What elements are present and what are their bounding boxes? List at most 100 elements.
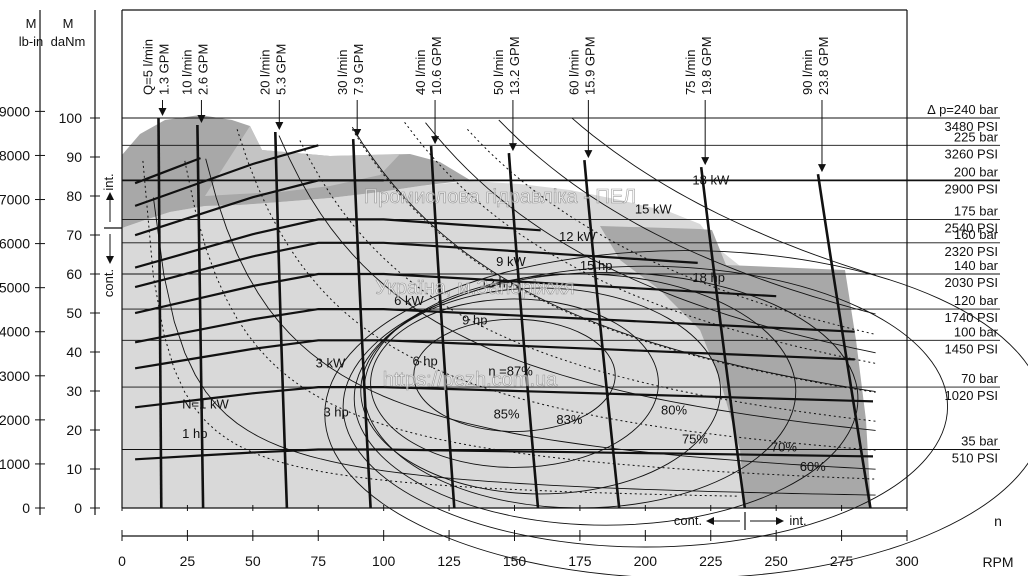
power-label: 15 hp — [580, 258, 613, 273]
zone-cont-label: cont. — [101, 269, 116, 297]
pressure-psi-label: 3260 PSI — [945, 146, 999, 161]
y-daNm-tick-label: 90 — [66, 149, 82, 165]
watermark-line-3: https://pezh.com.ua — [383, 369, 558, 391]
flow-gpm-label: 1.3 GPM — [157, 44, 172, 95]
torque-curve — [134, 339, 855, 370]
flow-curve — [351, 139, 372, 509]
power-label: 3 hp — [323, 404, 348, 419]
zone-cont-x-arrowhead — [706, 517, 714, 525]
pressure-psi-label: 1740 PSI — [945, 310, 999, 325]
torque-curve — [134, 157, 201, 185]
axis-title-lbin-m: M — [26, 16, 37, 31]
flow-lmin-label: 90 l/min — [800, 49, 815, 95]
zone-int-arrowhead — [106, 192, 114, 200]
flow-curve — [274, 131, 289, 509]
axis-title-daNm-m: M — [63, 16, 74, 31]
zone-cont-arrowhead — [106, 256, 114, 264]
flow-arrowhead — [158, 108, 167, 116]
axis-ticks: 0 25 50 75 100 125 150 175 200 225 250 275 300010203… — [0, 103, 919, 569]
flow-curve — [507, 153, 540, 509]
flow-curves — [157, 100, 872, 509]
power-label: 6 kW — [394, 293, 424, 308]
power-curve-kw — [425, 122, 876, 354]
y-lbin-tick-label: 9000 — [0, 103, 30, 119]
flow-gpm-label: 15.9 GPM — [582, 36, 597, 95]
flow-arrowhead — [197, 115, 206, 124]
flow-arrowhead — [431, 136, 440, 145]
efficiency-label: 85% — [494, 406, 520, 421]
power-curve-kw — [498, 119, 876, 315]
x-tick-label: 275 — [830, 553, 854, 569]
y-daNm-tick-label: 20 — [66, 422, 82, 438]
y-daNm-tick-label: 10 — [66, 461, 82, 477]
flow-gpm-label: 10.6 GPM — [429, 36, 444, 95]
power-curves — [142, 117, 876, 497]
zone-int-x-label: int. — [789, 513, 806, 528]
axis-title-daNm-unit: daNm — [51, 34, 86, 49]
pressure-bar-label: 70 bar — [961, 371, 999, 386]
power-label: 3 kW — [316, 356, 346, 371]
efficiency-label: 60% — [800, 459, 826, 474]
flow-lmin-label: 40 l/min — [413, 49, 428, 95]
y-lbin-tick-label: 7000 — [0, 192, 30, 208]
flow-lmin-label: 30 l/min — [335, 49, 350, 95]
axis-title-lbin-unit: lb-in — [19, 34, 44, 49]
power-label: 6 hp — [412, 354, 437, 369]
zone-markers: int. cont. cont. int. — [101, 173, 807, 530]
zone-cont-x-label: cont. — [674, 513, 702, 528]
axis-title-n: n — [994, 513, 1002, 529]
pressure-psi-label: 1020 PSI — [945, 388, 999, 403]
x-tick-label: 300 — [895, 553, 919, 569]
pressure-psi-label: 1450 PSI — [945, 341, 999, 356]
flow-curve — [196, 124, 205, 509]
x-tick-label: 150 — [503, 553, 527, 569]
flow-curve — [583, 159, 621, 509]
efficiency-contour — [413, 318, 616, 433]
pressure-bar-label: 140 bar — [954, 258, 999, 273]
efficiency-label: 75% — [682, 432, 708, 447]
flow-lmin-label: 20 l/min — [257, 49, 272, 95]
flow-lmin-label: 75 l/min — [683, 49, 698, 95]
y-lbin-tick-label: 1000 — [0, 456, 30, 472]
flow-arrowhead — [584, 150, 593, 159]
y-daNm-tick-label: 30 — [66, 383, 82, 399]
flow-curve — [699, 166, 747, 509]
y-daNm-tick-label: 60 — [66, 266, 82, 282]
flow-gpm-label: 13.2 GPM — [507, 36, 522, 95]
power-curve-hp — [299, 140, 876, 422]
power-curve-kw — [152, 197, 876, 496]
y-lbin-tick-label: 2000 — [0, 412, 30, 428]
pressure-bar-label: 200 bar — [954, 164, 999, 179]
flow-arrowhead — [817, 164, 826, 173]
power-label: 18 hp — [692, 270, 725, 285]
power-label: 1 hp — [182, 426, 207, 441]
power-label: 9 kW — [496, 254, 526, 269]
flow-curve — [157, 117, 163, 509]
efficiency-label: η =87% — [488, 363, 533, 378]
x-tick-label: 225 — [699, 553, 723, 569]
y-lbin-tick-label: 6000 — [0, 236, 30, 252]
y-daNm-tick-label: 40 — [66, 344, 82, 360]
efficiency-label: 70% — [771, 439, 797, 454]
axis-title-rpm: RPM — [982, 554, 1013, 570]
power-curve-kw — [278, 135, 876, 431]
y-lbin-tick-label: 8000 — [0, 147, 30, 163]
flow-lmin-label: 60 l/min — [566, 49, 581, 95]
torque-curve — [135, 448, 874, 461]
efficiency-contour — [360, 287, 722, 495]
efficiency-contour — [370, 298, 659, 468]
y-lbin-tick-label: 4000 — [0, 324, 30, 340]
pressure-psi-label: 2320 PSI — [945, 244, 999, 259]
flow-lmin-label: 10 l/min — [179, 49, 194, 95]
y-daNm-tick-label: 70 — [66, 227, 82, 243]
power-label: 18 kW — [692, 172, 730, 187]
power-label: 15 kW — [635, 202, 673, 217]
efficiency-contour — [353, 271, 859, 526]
x-tick-label: 200 — [634, 553, 658, 569]
watermark-line-1: Промислова гідравліка - ПЕЛ — [364, 186, 637, 208]
x-tick-label: 250 — [764, 553, 788, 569]
x-tick-label: 100 — [372, 553, 396, 569]
torque-curve — [134, 308, 855, 344]
flow-arrowhead — [353, 129, 362, 138]
